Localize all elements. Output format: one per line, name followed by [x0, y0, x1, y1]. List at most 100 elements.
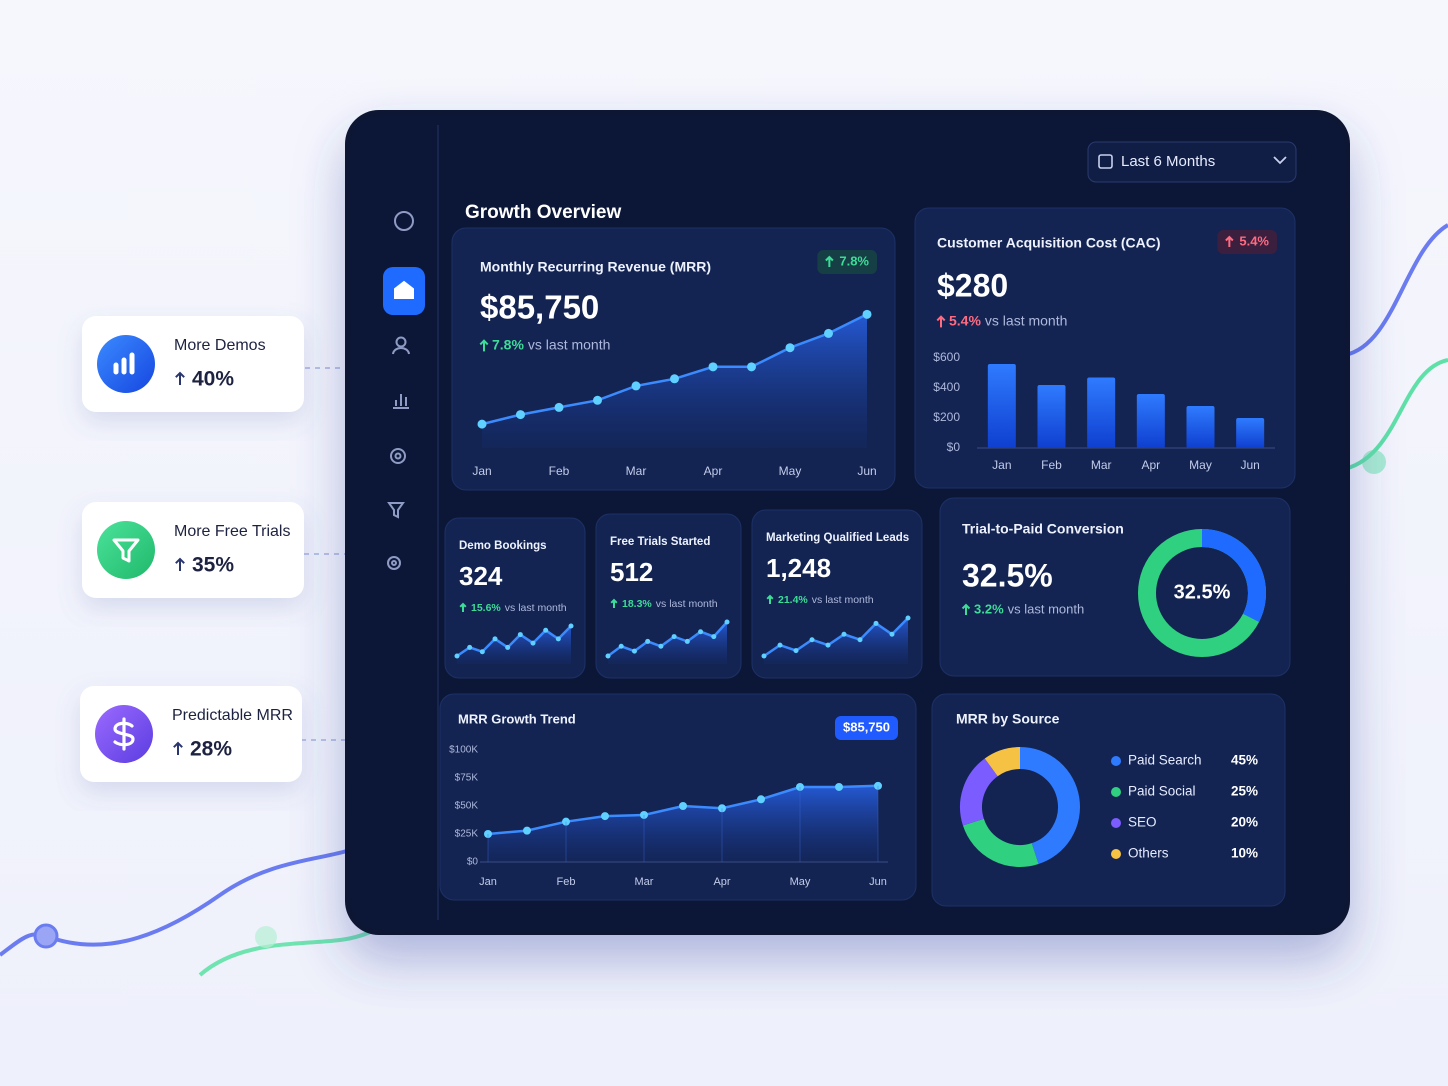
bar	[1236, 418, 1265, 448]
calendar-icon	[1098, 154, 1113, 169]
y-tick-label: $25K	[455, 829, 479, 840]
x-tick-label: Mar	[1091, 458, 1112, 472]
bar	[1087, 377, 1116, 448]
pie-segment	[1019, 747, 1080, 865]
point	[825, 642, 831, 648]
x-tick-label: Apr	[713, 876, 730, 888]
card-title: Demo Bookings	[459, 540, 547, 552]
point	[761, 653, 767, 659]
y-tick-label: $200	[933, 410, 960, 424]
x-tick-label: May	[1189, 458, 1212, 472]
card-title: Monthly Recurring Revenue (MRR)	[480, 259, 711, 275]
callout-value: 28%	[190, 738, 232, 761]
badge	[1217, 230, 1277, 254]
trend-arrow	[936, 315, 946, 328]
callout-label: Predictable MRR	[172, 707, 293, 724]
line	[763, 617, 909, 658]
point	[618, 643, 624, 649]
point	[658, 643, 664, 649]
point	[505, 644, 511, 650]
nav-funnel[interactable]	[387, 502, 405, 519]
pie-segment	[960, 758, 999, 826]
card-title: Trial-to-Paid Conversion	[962, 521, 1124, 537]
line	[607, 621, 728, 658]
x-tick-label: Jan	[479, 876, 497, 888]
point	[554, 402, 564, 412]
bar	[987, 364, 1016, 448]
trend-arrow	[175, 557, 185, 571]
point	[889, 631, 895, 637]
legend-dot	[1111, 849, 1121, 859]
pie-segment	[984, 747, 1021, 777]
point	[757, 795, 765, 804]
point	[698, 629, 704, 635]
point	[543, 627, 549, 633]
card-title: Customer Acquisition Cost (CAC)	[937, 235, 1160, 251]
nav-settings[interactable]	[387, 556, 401, 570]
nav-goals[interactable]	[390, 448, 406, 464]
card-title: MRR by Source	[956, 711, 1060, 727]
point	[484, 830, 492, 838]
point	[684, 638, 690, 644]
point	[671, 634, 677, 640]
x-tick-label: Jan	[472, 464, 491, 478]
badge	[817, 250, 877, 274]
change-value: 15.6%	[471, 602, 501, 614]
decor-dot	[33, 923, 59, 949]
point	[593, 395, 602, 405]
decor-curve	[1339, 358, 1448, 472]
legend-label: SEO	[1128, 815, 1157, 830]
callout-label: More Free Trials	[174, 523, 290, 540]
decor-curve	[1344, 223, 1448, 357]
bar	[1186, 406, 1215, 448]
change-note: vs last month	[656, 598, 718, 610]
annotation-text: $85,750	[843, 719, 890, 734]
change-value: 18.3%	[622, 598, 652, 610]
point	[862, 309, 872, 319]
legend-dot	[1111, 756, 1121, 766]
home-icon	[394, 280, 414, 299]
point	[605, 653, 611, 659]
point	[631, 381, 641, 391]
badge-text: 7.8%	[839, 253, 869, 268]
nav-reports[interactable]	[393, 394, 409, 409]
x-tick-label: Feb	[557, 876, 576, 888]
area	[488, 785, 878, 862]
icon-glyph	[112, 538, 140, 563]
legend-value: 25%	[1231, 784, 1258, 799]
point	[874, 781, 882, 790]
card-value: $85,750	[480, 289, 599, 326]
y-tick-label: $50K	[455, 801, 479, 812]
x-tick-label: Jun	[857, 464, 876, 478]
point	[718, 804, 726, 813]
point	[477, 419, 487, 429]
x-tick-label: May	[779, 464, 802, 478]
legend-value: 45%	[1231, 753, 1258, 768]
date-filter[interactable]	[1087, 141, 1297, 183]
callout-value: 35%	[192, 554, 234, 577]
change-value: 5.4%	[949, 313, 981, 329]
point	[523, 826, 531, 835]
point	[905, 615, 911, 621]
point	[785, 343, 795, 353]
y-tick-label: $600	[933, 350, 960, 364]
legend-label: Paid Search	[1128, 753, 1202, 768]
legend-value: 10%	[1231, 846, 1258, 861]
donut-segment	[1201, 529, 1266, 623]
trend-arrow	[610, 598, 618, 608]
annotation	[835, 716, 898, 740]
point	[793, 648, 799, 654]
legend-dot	[1111, 787, 1121, 797]
x-tick-label: Apr	[1141, 458, 1160, 472]
point	[555, 636, 561, 642]
x-tick-label: Jun	[1240, 458, 1259, 472]
x-tick-label: Mar	[635, 876, 654, 888]
x-tick-label: Jan	[992, 458, 1011, 472]
change-note: vs last month	[528, 337, 610, 353]
point	[711, 634, 717, 640]
dashboard-title: Growth Overview	[465, 202, 621, 223]
nav-users[interactable]	[392, 336, 410, 355]
line	[456, 625, 572, 658]
trend-arrow	[173, 741, 183, 755]
y-tick-label: $100K	[449, 745, 478, 756]
